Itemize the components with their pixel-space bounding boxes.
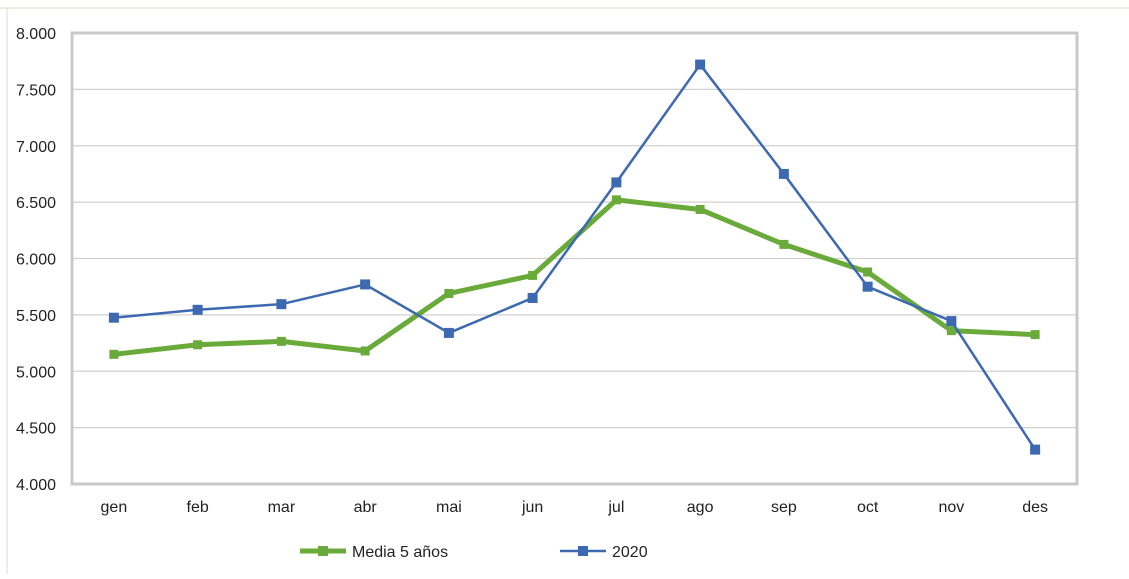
y-tick-labels: 4.000 4.500 5.000 5.500 6.000 6.500 7.000 7.500… — [16, 26, 56, 494]
data-point — [193, 340, 203, 350]
y-tick-label: 7.500 — [16, 82, 56, 99]
data-point — [443, 327, 454, 338]
data-point — [527, 292, 538, 303]
x-tick-label: des — [1022, 499, 1048, 516]
x-tick-label: nov — [938, 499, 964, 516]
data-point — [863, 267, 873, 277]
data-point — [611, 195, 621, 205]
y-tick-label: 5.000 — [16, 364, 56, 381]
data-point — [695, 204, 705, 214]
y-tick-label: 6.000 — [16, 252, 56, 269]
legend-label: 2020 — [612, 544, 648, 561]
series-line — [113, 63, 1037, 451]
x-tick-labels: gen feb mar abr mai jun jul ago sep oct nov des — [101, 499, 1049, 516]
data-point — [1030, 444, 1041, 455]
data-point — [779, 239, 789, 249]
data-point — [695, 59, 706, 70]
x-tick-label: jun — [521, 499, 543, 516]
series-line — [113, 197, 1036, 357]
data-point — [276, 336, 286, 346]
data-point — [108, 312, 119, 323]
x-tick-label: gen — [101, 499, 128, 516]
plot-area — [70, 31, 1079, 486]
x-tick-label: feb — [187, 499, 209, 516]
legend: Media 5 años 2020 — [300, 544, 648, 561]
data-point — [360, 346, 370, 356]
data-point — [946, 316, 957, 327]
x-tick-label: jul — [607, 499, 624, 516]
data-point — [611, 177, 622, 188]
x-tick-label: mai — [436, 499, 462, 516]
y-tick-label: 6.500 — [16, 195, 56, 212]
y-tick-label: 5.500 — [16, 308, 56, 325]
legend-label: Media 5 años — [352, 544, 448, 561]
data-point — [276, 299, 287, 310]
data-point — [109, 349, 119, 359]
x-tick-label: mar — [268, 499, 296, 516]
data-point — [360, 279, 371, 290]
grid-lines — [72, 32, 1077, 485]
legend-marker — [318, 546, 328, 556]
plot-border — [70, 31, 1079, 486]
y-tick-label: 8.000 — [16, 26, 56, 43]
data-point — [946, 326, 956, 336]
x-tick-label: oct — [857, 499, 879, 516]
data-point — [862, 281, 873, 292]
y-tick-label: 7.000 — [16, 139, 56, 156]
data-point — [778, 168, 789, 179]
data-point — [192, 304, 203, 315]
data-point — [444, 288, 454, 298]
data-point — [528, 270, 538, 280]
series-layer — [108, 59, 1041, 455]
y-tick-label: 4.000 — [16, 477, 56, 494]
x-tick-label: ago — [687, 499, 714, 516]
x-tick-label: sep — [771, 499, 797, 516]
legend-marker — [578, 546, 588, 556]
x-tick-label: abr — [354, 499, 378, 516]
data-point — [1030, 330, 1040, 340]
y-tick-label: 4.500 — [16, 421, 56, 438]
